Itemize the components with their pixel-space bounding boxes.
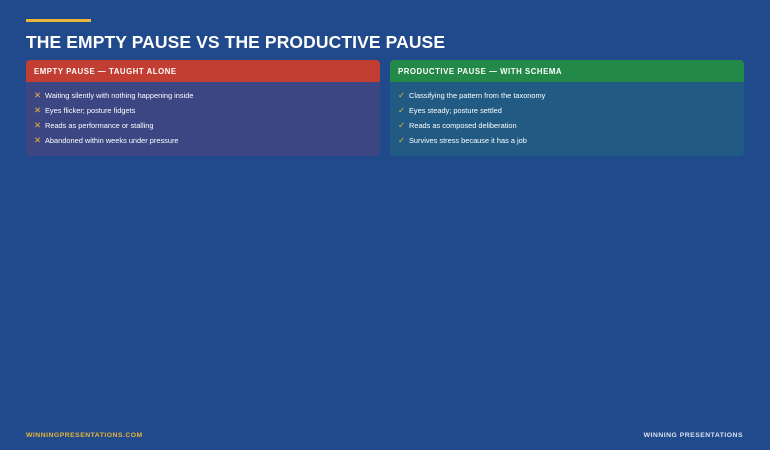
list-item: ✕ Reads as performance or stalling <box>34 118 380 133</box>
list-item-text: Eyes flicker; posture fidgets <box>45 106 136 115</box>
list-item-text: Eyes steady; posture settled <box>409 106 502 115</box>
empty-pause-panel: EMPTY PAUSE — TAUGHT ALONE ✕ Waiting sil… <box>26 60 380 156</box>
empty-pause-list: ✕ Waiting silently with nothing happenin… <box>26 82 380 148</box>
slide-title: THE EMPTY PAUSE VS THE PRODUCTIVE PAUSE <box>26 32 446 52</box>
accent-bar <box>26 19 91 22</box>
list-item-text: Survives stress because it has a job <box>409 136 527 145</box>
x-mark-icon: ✕ <box>34 90 42 100</box>
list-item-text: Classifying the pattern from the taxonom… <box>409 91 546 100</box>
productive-pause-heading: PRODUCTIVE PAUSE — WITH SCHEMA <box>390 60 744 82</box>
list-item: ✓ Survives stress because it has a job <box>398 133 744 148</box>
list-item-text: Reads as composed deliberation <box>409 121 517 130</box>
list-item-text: Reads as performance or stalling <box>45 121 154 130</box>
list-item-text: Abandoned within weeks under pressure <box>45 136 179 145</box>
footer-website: WINNINGPRESENTATIONS.COM <box>26 432 143 439</box>
productive-pause-list: ✓ Classifying the pattern from the taxon… <box>390 82 744 148</box>
list-item-text: Waiting silently with nothing happening … <box>45 91 194 100</box>
empty-pause-heading: EMPTY PAUSE — TAUGHT ALONE <box>26 60 380 82</box>
footer-brand: WINNING PRESENTATIONS <box>643 432 743 439</box>
check-mark-icon: ✓ <box>398 135 406 145</box>
check-mark-icon: ✓ <box>398 90 406 100</box>
list-item: ✓ Reads as composed deliberation <box>398 118 744 133</box>
check-mark-icon: ✓ <box>398 105 406 115</box>
check-mark-icon: ✓ <box>398 120 406 130</box>
list-item: ✕ Abandoned within weeks under pressure <box>34 133 380 148</box>
list-item: ✕ Waiting silently with nothing happenin… <box>34 88 380 103</box>
x-mark-icon: ✕ <box>34 135 42 145</box>
list-item: ✓ Eyes steady; posture settled <box>398 103 744 118</box>
list-item: ✓ Classifying the pattern from the taxon… <box>398 88 744 103</box>
x-mark-icon: ✕ <box>34 105 42 115</box>
list-item: ✕ Eyes flicker; posture fidgets <box>34 103 380 118</box>
x-mark-icon: ✕ <box>34 120 42 130</box>
productive-pause-panel: PRODUCTIVE PAUSE — WITH SCHEMA ✓ Classif… <box>390 60 744 156</box>
